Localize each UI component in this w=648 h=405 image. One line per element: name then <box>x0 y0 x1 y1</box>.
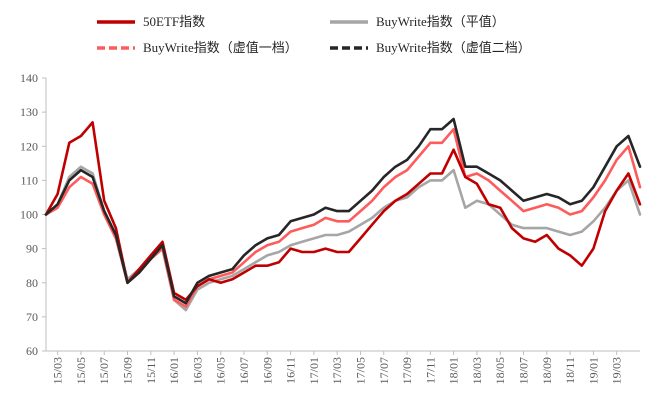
x-tick-label: 17/01 <box>307 357 321 384</box>
y-tick-label: 90 <box>26 242 38 256</box>
x-tick-label: 18/11 <box>563 357 577 384</box>
y-tick-label: 140 <box>20 71 38 85</box>
x-tick-label: 19/03 <box>610 357 624 384</box>
legend-label: BuyWrite指数（虚值二档） <box>376 40 531 55</box>
legend-item-3: BuyWrite指数（虚值二档） <box>330 40 531 55</box>
x-tick-label: 16/11 <box>284 357 298 384</box>
legend-item-0: 50ETF指数 <box>97 14 205 29</box>
x-tick-label: 17/09 <box>400 357 414 384</box>
axes: 60 70 80 90 100 110 120 130 140 15/03 15/05 15/07 15… <box>20 71 640 384</box>
x-tick-label: 19/01 <box>586 357 600 384</box>
y-tick-label: 60 <box>26 344 38 358</box>
y-tick-label: 70 <box>26 310 38 324</box>
x-tick-label: 15/07 <box>97 357 111 384</box>
y-tick-label: 130 <box>20 105 38 119</box>
x-tick-label: 17/05 <box>353 357 367 384</box>
legend: 50ETF指数 BuyWrite指数（平值） BuyWrite指数（虚值一档） Buy… <box>97 14 531 55</box>
x-tick-label: 18/09 <box>540 357 554 384</box>
y-tick-label: 120 <box>20 139 38 153</box>
x-tick-label: 16/01 <box>167 357 181 384</box>
y-tick-label: 110 <box>20 173 38 187</box>
series-line-2 <box>44 127 642 308</box>
y-tick-label: 100 <box>20 208 38 222</box>
legend-label: 50ETF指数 <box>143 14 205 29</box>
series-line-3 <box>44 117 642 305</box>
legend-item-1: BuyWrite指数（平值） <box>330 14 505 29</box>
x-tick-label: 18/03 <box>470 357 484 384</box>
x-tick-label: 17/07 <box>377 357 391 384</box>
series-group <box>44 117 642 312</box>
x-tick-label: 15/11 <box>144 357 158 384</box>
x-tick-label: 16/09 <box>260 357 274 384</box>
y-tick-label: 80 <box>26 276 38 290</box>
legend-label: BuyWrite指数（虚值一档） <box>143 40 298 55</box>
series-line-0 <box>44 121 642 302</box>
x-tick-label: 15/05 <box>74 357 88 384</box>
x-tick-label: 16/05 <box>214 357 228 384</box>
x-tick-label: 16/07 <box>237 357 251 384</box>
legend-label: BuyWrite指数（平值） <box>376 14 505 29</box>
legend-item-2: BuyWrite指数（虚值一档） <box>97 40 298 55</box>
x-tick-label: 18/05 <box>493 357 507 384</box>
x-tick-label: 18/01 <box>447 357 461 384</box>
x-tick-label: 17/03 <box>330 357 344 384</box>
x-tick-label: 15/09 <box>121 357 135 384</box>
x-tick-label: 18/07 <box>517 357 531 384</box>
x-tick-label: 15/03 <box>51 357 65 384</box>
x-tick-label: 17/11 <box>423 357 437 384</box>
x-tick-label: 16/03 <box>190 357 204 384</box>
